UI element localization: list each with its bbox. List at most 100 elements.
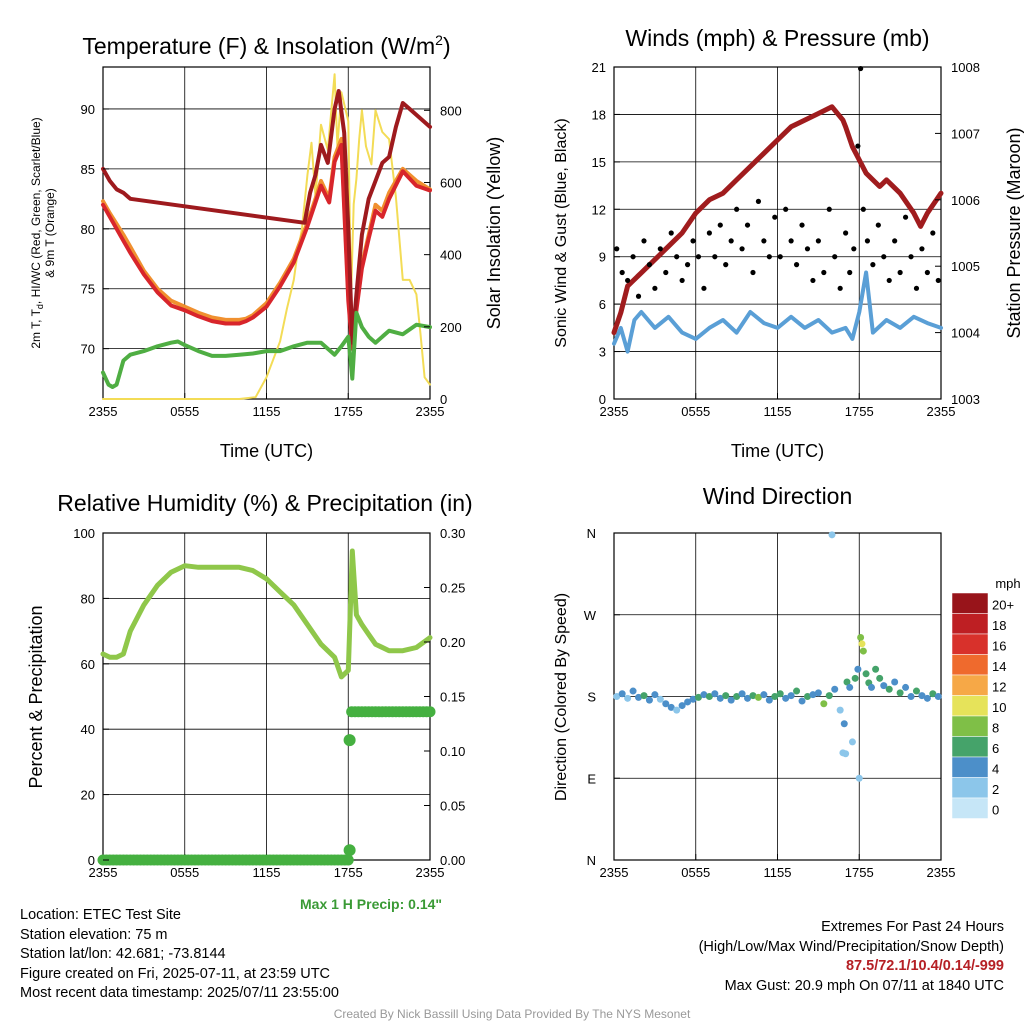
direction-point [689, 695, 697, 703]
x-tick-label: 2355 [927, 404, 956, 419]
direction-title: Wind Direction [703, 483, 853, 509]
gust-point [886, 277, 892, 284]
gust-point [860, 206, 866, 212]
x-tick-label: 0555 [170, 404, 199, 419]
legend-label: 20+ [992, 598, 1014, 613]
gust-point [679, 277, 685, 284]
gust-point [728, 238, 734, 244]
precip-y-tick-label: 0.05 [440, 799, 465, 814]
gust-point [902, 214, 909, 220]
direction-point [843, 678, 851, 686]
direction-point [858, 640, 866, 648]
gust-point [837, 285, 843, 291]
recent-text: Most recent data timestamp: 2025/07/11 2… [20, 985, 339, 1001]
humidity-title: Relative Humidity (%) & Precipitation (i… [57, 490, 472, 516]
gust-point [706, 230, 712, 236]
wind-y-label: Sonic Wind & Gust (Blue, Black) [553, 118, 570, 347]
gust-point [641, 238, 647, 244]
direction-point [667, 703, 675, 711]
direction-point [722, 692, 730, 700]
temperature-x-label: Time (UTC) [220, 441, 313, 461]
x-tick-label: 2355 [600, 865, 629, 880]
legend-swatch [951, 777, 989, 799]
direction-point [716, 694, 724, 702]
direction-point [876, 674, 884, 682]
gust-point [755, 198, 762, 204]
heat_index-line [101, 89, 432, 345]
direction-y-tick-label: N [587, 853, 596, 868]
direction-point [798, 697, 806, 705]
legend-swatch [951, 736, 989, 758]
gust-point [851, 246, 857, 252]
direction-point [854, 665, 862, 673]
direction-point [618, 690, 626, 698]
elevation-text: Station elevation: 75 m [20, 926, 168, 943]
rh-y-tick-label: 40 [81, 722, 95, 737]
rh-y-tick-label: 60 [81, 657, 95, 672]
temp-y-tick-label: 90 [81, 102, 95, 117]
direction-point [828, 531, 836, 539]
direction-point [857, 633, 865, 641]
wind-y-tick-label: 15 [592, 155, 606, 170]
x-tick-label: 1755 [334, 865, 363, 880]
insolation-line [102, 73, 431, 400]
extremes-subtitle: (High/Low/Max Wind/Precipitation/Snow De… [698, 938, 1004, 955]
gust-point [766, 254, 772, 260]
temp-y-tick-label: 75 [81, 282, 95, 297]
gust-point [799, 222, 805, 228]
x-tick-label: 1155 [764, 865, 792, 880]
gust-point [881, 254, 887, 260]
gust-point [635, 293, 642, 299]
direction-y-tick-label: E [587, 771, 596, 786]
gust-point [744, 222, 751, 228]
insolation-y-tick-label: 800 [440, 103, 462, 118]
precip-point [343, 844, 356, 857]
direction-point [754, 693, 762, 701]
gust-point [815, 238, 821, 244]
direction-point [656, 695, 664, 703]
gust-point [875, 222, 881, 228]
gust-point [870, 262, 876, 268]
gust-point [695, 254, 702, 260]
direction-point [809, 691, 817, 699]
pressure-y-tick-label: 1004 [951, 326, 980, 341]
direction-point [613, 693, 621, 700]
gust-point [690, 238, 696, 244]
extremes-values: 87.5/72.1/10.4/0.14/-999 [845, 958, 1004, 974]
direction-point [929, 690, 937, 698]
legend-title: mph [995, 576, 1020, 591]
direction-point [872, 665, 880, 673]
gust-point [772, 214, 778, 220]
pressure-line [611, 104, 944, 336]
max-gust-text: Max Gust: 20.9 mph On 07/11 at 1840 UTC [724, 977, 1004, 994]
legend-label: 12 [992, 680, 1006, 695]
gust-point [793, 262, 800, 268]
gust-point [717, 222, 723, 228]
precip-y-tick-label: 0.00 [440, 853, 465, 868]
gust-point [810, 277, 816, 284]
extremes-info: Extremes For Past 24 Hours (High/Low/Max… [699, 918, 1004, 996]
created-text: Figure created on Fri, 2025-07-11, at 23… [20, 965, 331, 982]
x-tick-label: 2355 [416, 865, 445, 880]
winds-x-label: Time (UTC) [731, 441, 824, 461]
x-tick-label: 1155 [253, 865, 281, 880]
direction-point [862, 670, 870, 678]
precip-y-tick-label: 0.25 [440, 581, 465, 596]
x-tick-label: 2355 [416, 404, 445, 419]
gust-point [919, 246, 925, 252]
legend-label: 18 [992, 618, 1006, 633]
gust-point [619, 269, 625, 276]
direction-y-tick-label: N [587, 526, 596, 541]
direction-point [831, 685, 839, 693]
gust-point [739, 246, 745, 252]
direction-point [684, 698, 692, 706]
direction-point [733, 693, 741, 700]
gust-point [625, 277, 631, 284]
legend-label: 2 [992, 782, 999, 797]
temp-y-tick-label: 80 [81, 222, 95, 237]
temperature-y-label: 2m T, Td, HI/WC (Red, Green, Scarlet/Blu… [29, 117, 45, 348]
direction-point [855, 774, 863, 782]
direction-y-tick-label: W [584, 608, 597, 623]
pressure-y-tick-label: 1008 [951, 60, 980, 75]
direction-point [848, 738, 856, 746]
